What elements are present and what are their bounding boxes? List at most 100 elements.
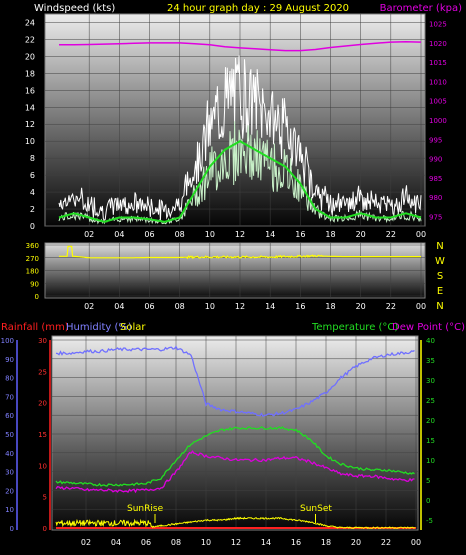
- temperature-tick-label: 25: [426, 397, 435, 405]
- temperature-axis-title: Temperature (°C): [311, 322, 398, 333]
- time-tick-label: 04: [114, 230, 124, 239]
- barometer-tick-label: 975: [429, 213, 442, 221]
- rainfall-tick-label: 20: [38, 400, 47, 408]
- humidity-tick-label: 40: [5, 450, 14, 458]
- time-tick-label: 02: [84, 230, 94, 239]
- wind-tick-label: 12: [25, 120, 35, 129]
- temperature-tick-label: 30: [426, 377, 435, 385]
- time-tick-label: 08: [171, 538, 181, 547]
- wind-tick-label: 2: [30, 205, 35, 214]
- time-tick-label: 02: [81, 538, 91, 547]
- compass-label: N: [436, 301, 443, 312]
- direction-tick-label: 360: [26, 242, 39, 250]
- temperature-tick-label: 5: [426, 477, 430, 485]
- time-tick-label: 12: [235, 230, 245, 239]
- compass-label: W: [435, 256, 445, 267]
- barometer-tick-label: 1025: [429, 21, 447, 29]
- time-tick-label: 04: [114, 302, 124, 311]
- time-tick-label: 00: [411, 538, 421, 547]
- time-tick-label: 08: [175, 302, 185, 311]
- barometer-tick-label: 985: [429, 175, 442, 183]
- barometer-tick-label: 1000: [429, 117, 447, 125]
- barometer-tick-label: 1010: [429, 78, 447, 86]
- rainfall-axis-title: Rainfall (mm): [1, 322, 69, 333]
- humidity-tick-label: 10: [5, 506, 14, 514]
- temperature-tick-label: 35: [426, 357, 435, 365]
- time-tick-label: 14: [265, 230, 275, 239]
- wind-tick-label: 10: [25, 137, 35, 146]
- temperature-tick-label: 40: [426, 337, 435, 345]
- graph-title: 24 hour graph day : 29 August 2020: [167, 3, 349, 14]
- time-tick-label: 12: [235, 302, 245, 311]
- humidity-tick-label: 80: [5, 375, 14, 383]
- solar-axis-title: Solar: [120, 322, 146, 333]
- barometer-tick-label: 1015: [429, 59, 447, 67]
- time-tick-label: 10: [201, 538, 211, 547]
- time-tick-label: 00: [416, 230, 426, 239]
- barometer-tick-label: 990: [429, 156, 442, 164]
- time-tick-label: 08: [175, 230, 185, 239]
- time-tick-label: 06: [144, 230, 154, 239]
- time-tick-label: 04: [111, 538, 121, 547]
- time-tick-label: 18: [325, 302, 335, 311]
- time-tick-label: 16: [291, 538, 301, 547]
- wind-tick-label: 20: [25, 52, 35, 61]
- time-tick-label: 06: [144, 302, 154, 311]
- wind-tick-label: 8: [30, 154, 35, 163]
- humidity-tick-label: 30: [5, 469, 14, 477]
- rainfall-tick-labels: 0 5 10 15 20 25 30: [38, 337, 47, 533]
- wind-tick-label: 22: [25, 35, 35, 44]
- wind-tick-label: 16: [25, 86, 35, 95]
- time-tick-label: 20: [351, 538, 361, 547]
- humidity-tick-label: 100: [1, 337, 14, 345]
- humidity-tick-label: 20: [5, 487, 14, 495]
- time-tick-label: 22: [386, 302, 396, 311]
- barometer-tick-label: 1005: [429, 98, 447, 106]
- time-tick-labels: 02 04 06 08 10 12 14 16 18 20 22 00: [84, 302, 426, 311]
- direction-tick-label: 270: [26, 255, 39, 263]
- direction-tick-label: 0: [35, 293, 39, 301]
- time-tick-label: 18: [325, 230, 335, 239]
- time-tick-label: 10: [205, 230, 215, 239]
- time-tick-labels: 02 04 06 08 10 12 14 16 18 20 22 00: [81, 538, 421, 547]
- wind-tick-label: 18: [25, 69, 35, 78]
- compass-label: S: [437, 271, 443, 282]
- humidity-line: [55, 345, 415, 418]
- time-tick-label: 18: [321, 538, 331, 547]
- barometer-tick-label: 980: [429, 194, 442, 202]
- barometer-tick-label: 1020: [429, 40, 447, 48]
- wind-direction-line: [59, 245, 421, 260]
- direction-tick-label: 90: [30, 280, 39, 288]
- rainfall-tick-label: 5: [43, 494, 47, 502]
- temperature-tick-label: -5: [426, 517, 433, 525]
- humidity-tick-label: 50: [5, 431, 14, 439]
- sunset-label: SunSet: [300, 504, 332, 514]
- barometer-tick-label: 995: [429, 136, 442, 144]
- humidity-axis-title: Humidity (%): [66, 322, 132, 333]
- wind-tick-label: 6: [30, 171, 35, 180]
- humidity-tick-labels: 0 10 20 30 40 50 60 70 80 90 100: [1, 337, 14, 533]
- temperature-tick-label: 15: [426, 437, 435, 445]
- solar-line: [55, 516, 416, 530]
- compass-label: N: [436, 241, 443, 252]
- wind-tick-label: 4: [30, 188, 35, 197]
- sunrise-label: SunRise: [127, 504, 164, 514]
- rainfall-tick-label: 25: [38, 368, 47, 376]
- time-tick-label: 16: [295, 230, 305, 239]
- windspeed-average-line: [58, 140, 422, 223]
- time-tick-label: 00: [416, 302, 426, 311]
- barometer-line: [59, 41, 422, 52]
- direction-tick-labels: 0 90 180 270 360: [26, 242, 39, 301]
- dewpoint-line: [55, 450, 415, 494]
- time-tick-label: 02: [84, 302, 94, 311]
- time-tick-label: 14: [261, 538, 271, 547]
- time-tick-label: 06: [141, 538, 151, 547]
- windspeed-line: [58, 121, 422, 225]
- rainfall-tick-label: 0: [43, 525, 47, 533]
- wind-tick-label: 24: [25, 18, 35, 27]
- temperature-tick-label: 0: [426, 497, 430, 505]
- time-tick-label: 14: [265, 302, 275, 311]
